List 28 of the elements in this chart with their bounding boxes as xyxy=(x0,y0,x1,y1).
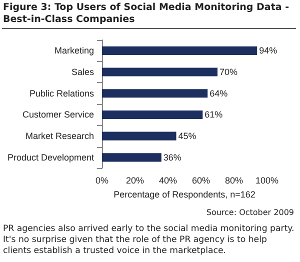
y-tick-label: Public Relations xyxy=(29,88,94,98)
x-tick-label: 40% xyxy=(158,176,178,186)
bar xyxy=(102,68,218,76)
x-tick-label: 20% xyxy=(126,176,144,186)
x-tick-label: 100% xyxy=(255,176,279,186)
data-label: 70% xyxy=(220,67,238,78)
bar xyxy=(102,110,203,119)
y-tick-label: Customer Service xyxy=(22,110,94,120)
data-label: 64% xyxy=(210,88,228,98)
data-label: 61% xyxy=(204,110,223,120)
bar xyxy=(102,46,258,55)
y-tick-label: Market Research xyxy=(25,131,94,142)
data-label: 45% xyxy=(178,131,196,142)
y-tick-label: Product Development xyxy=(7,152,94,162)
source-note: Source: October 2009 xyxy=(206,208,294,217)
text: PR agencies also arrived early to the social media monitoring party. It's no surprise given that the role of the PR agency is to help clients establish a trusted voice in the marketplace. xyxy=(3,224,296,257)
bar xyxy=(102,153,162,162)
x-tick-label: 80% xyxy=(224,176,244,186)
data-label: 36% xyxy=(163,152,182,162)
y-tick-label: Sales xyxy=(71,67,94,78)
x-tick-label: 60% xyxy=(192,176,210,186)
chart-title: Figure 3: Top Users of Social Media Monitoring Data - Best-in-Class Companies xyxy=(3,2,290,26)
x-axis-title: Percentage of Respondents, n=162 xyxy=(114,190,256,200)
bar xyxy=(102,89,208,98)
x-tick-label: 0% xyxy=(95,176,109,186)
data-label: 94% xyxy=(259,46,278,56)
bar xyxy=(102,132,176,140)
y-tick-label: Marketing xyxy=(54,46,94,56)
